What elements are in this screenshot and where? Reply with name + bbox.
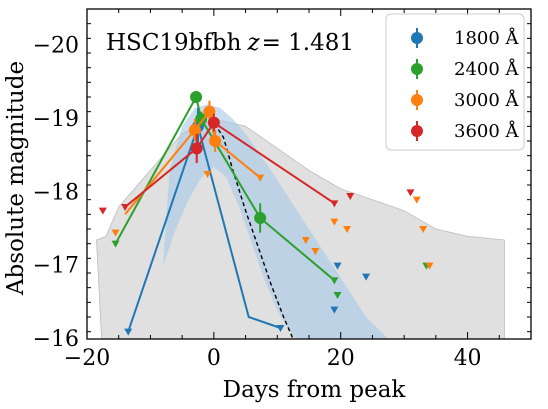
series-2: [111, 100, 434, 270]
legend-label: 2400 Å: [454, 58, 520, 80]
legend-marker: [411, 63, 423, 75]
annotation: HSC19bfbh z= 1.481: [106, 30, 354, 56]
legend-marker: [411, 125, 423, 137]
detection-point: [195, 113, 208, 125]
upper-limit-marker: [330, 306, 339, 314]
upper-limit-marker: [425, 262, 434, 270]
upper-limit-marker: [346, 193, 355, 200]
upper-limit-marker: [98, 207, 107, 215]
legend-label: 1800 Å: [454, 27, 520, 49]
axis-ticks: −20 0 20 40 −20 −19 −18 −17 −16: [33, 8, 532, 371]
detection-point: [190, 91, 203, 103]
x-tick-label: 40: [454, 346, 482, 371]
upper-limit-marker: [330, 200, 339, 208]
upper-limit-marker: [362, 273, 371, 281]
upper-limit-marker: [256, 174, 265, 182]
legend-entry-3: 3600 Å: [411, 120, 520, 142]
y-axis-title: Absolute magnitude: [3, 61, 29, 296]
legend-marker: [411, 94, 423, 106]
upper-limit-marker: [111, 229, 120, 237]
legend: 1800 Å 2400 Å 3000 Å 3600 Å: [385, 13, 525, 151]
detection-point: [203, 105, 216, 118]
y-tick-label: −17: [33, 254, 79, 279]
x-tick-label: −20: [64, 346, 110, 371]
upper-limit-marker: [124, 328, 133, 336]
legend-entry-1: 2400 Å: [411, 58, 520, 80]
upper-limit-marker: [330, 218, 339, 226]
series-1: [111, 91, 431, 299]
upper-limit-marker: [301, 237, 310, 244]
upper-limit-marker: [333, 262, 342, 270]
detection-point: [254, 212, 267, 224]
upper-limit-marker: [276, 325, 285, 332]
detection-point: [207, 116, 220, 129]
detection-point: [190, 142, 203, 155]
dashed-model-curve: [201, 121, 294, 340]
y-tick-label: −20: [33, 34, 79, 59]
legend-marker: [411, 32, 423, 44]
legend-label: 3000 Å: [454, 89, 520, 111]
data-marks: [98, 91, 434, 336]
upper-limit-marker: [419, 226, 428, 233]
upper-limit-marker: [406, 189, 415, 197]
x-tick-label: 20: [327, 346, 355, 371]
detection-point: [209, 135, 222, 147]
y-tick-label: −19: [33, 107, 79, 132]
legend-label: 3600 Å: [454, 120, 520, 142]
series-3: [98, 113, 415, 215]
upper-limit-marker: [311, 248, 320, 255]
y-tick-label: −18: [33, 180, 79, 205]
upper-limit-marker: [343, 226, 352, 233]
x-tick-label: 0: [207, 346, 221, 371]
upper-limit-marker: [330, 277, 339, 285]
legend-entry-0: 1800 Å: [411, 27, 520, 49]
upper-limit-marker: [121, 204, 130, 211]
legend-entry-2: 3000 Å: [411, 89, 520, 111]
upper-limit-marker: [333, 292, 342, 299]
object-name: HSC19bfbh: [106, 30, 242, 56]
z-label: z: [246, 30, 260, 56]
x-axis-title: Days from peak: [223, 377, 407, 403]
blue-model-band: [163, 104, 389, 339]
series-line: [124, 121, 335, 208]
legend-box: [385, 13, 525, 151]
series-line: [127, 122, 281, 333]
upper-limit-marker: [412, 196, 421, 204]
upper-limit-marker: [111, 240, 120, 248]
detection-point: [188, 124, 201, 136]
y-tick-label: −16: [33, 327, 79, 352]
z-value: = 1.481: [262, 30, 354, 56]
upper-limit-marker: [203, 171, 212, 178]
